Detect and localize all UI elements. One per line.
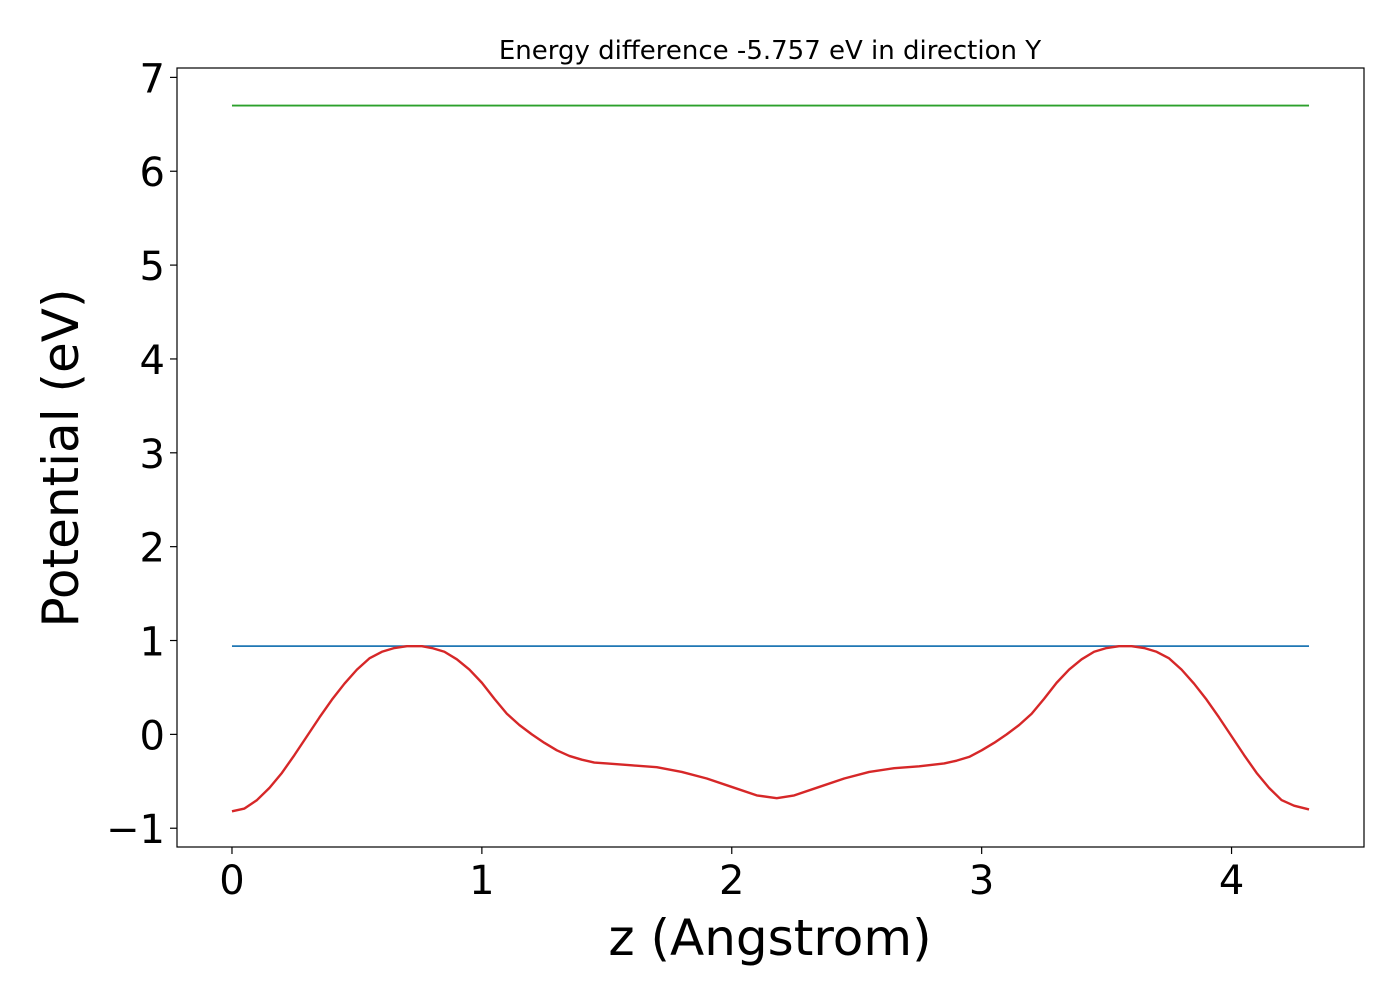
y-axis-label: Potential (eV) — [32, 289, 90, 628]
y-axis: −1 0 1 2 3 4 5 6 7 — [106, 56, 177, 853]
series-line-2 — [231, 644, 1310, 813]
y-tick-label: 5 — [140, 244, 165, 290]
x-axis: 0 1 2 3 4 — [219, 847, 1244, 904]
x-tick-label: 2 — [719, 858, 744, 904]
y-tick-label: 6 — [140, 150, 165, 196]
y-tick-label: 3 — [140, 432, 165, 478]
x-axis-label: z (Angstrom) — [608, 909, 931, 967]
x-tick-label: 1 — [469, 858, 494, 904]
y-tick-label: 0 — [140, 713, 165, 759]
x-tick-label: 0 — [219, 858, 244, 904]
y-tick-label: 4 — [140, 338, 165, 384]
x-tick-label: 4 — [1219, 858, 1244, 904]
plot-frame — [176, 67, 1365, 848]
plot-series-group — [231, 104, 1310, 813]
chart-title: Energy difference -5.757 eV in direction… — [499, 36, 1041, 66]
x-tick-label: 3 — [969, 858, 994, 904]
y-tick-label: 7 — [140, 56, 165, 102]
y-tick-label: −1 — [106, 807, 165, 853]
y-tick-label: 2 — [140, 526, 165, 572]
y-tick-label: 1 — [140, 620, 165, 666]
